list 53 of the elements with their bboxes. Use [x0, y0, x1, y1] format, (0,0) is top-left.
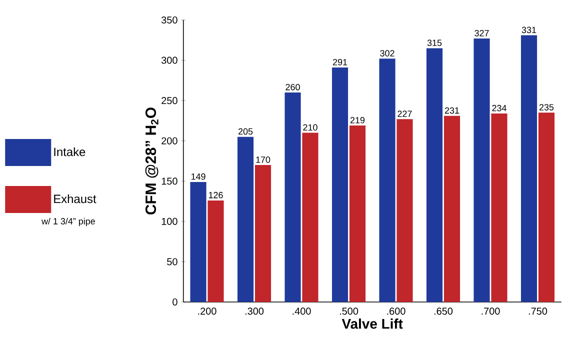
bar — [396, 119, 413, 302]
data-label: 227 — [398, 110, 412, 117]
x-tick-label: .300 — [245, 308, 264, 315]
data-label: 302 — [380, 50, 394, 56]
bar — [284, 92, 301, 302]
data-label: 315 — [427, 40, 442, 46]
bar — [254, 165, 272, 302]
y-tick-label: 150 — [162, 178, 178, 185]
data-label: 260 — [286, 84, 300, 90]
bar — [491, 113, 508, 302]
y-tick-label: 100 — [162, 218, 178, 225]
data-label: 149 — [191, 173, 206, 180]
x-tick-label: .500 — [340, 308, 358, 315]
bar — [426, 48, 443, 302]
x-tick-label: .600 — [387, 308, 406, 315]
data-label: 170 — [256, 156, 270, 163]
y-tick-label: 50 — [167, 258, 178, 266]
y-tick-label: 300 — [161, 56, 178, 64]
bar — [302, 132, 318, 302]
x-tick-label: .200 — [198, 308, 216, 315]
x-tick-label: .650 — [434, 308, 453, 315]
data-label: 210 — [303, 124, 318, 131]
x-tick-label: .750 — [528, 308, 548, 315]
y-tick-label: 350 — [161, 16, 178, 24]
bar — [379, 58, 396, 302]
y-tick-label: 250 — [162, 97, 178, 104]
bar — [237, 136, 254, 302]
y-tick-label: 0 — [172, 298, 178, 306]
bar — [538, 112, 555, 302]
data-label: 205 — [238, 128, 253, 135]
bar — [208, 200, 224, 302]
x-axis-title: Valve Lift — [342, 318, 403, 329]
bar — [474, 38, 490, 302]
data-label: 126 — [208, 192, 223, 198]
data-label: 219 — [350, 116, 365, 124]
legend-label: Intake — [54, 147, 86, 156]
data-label: 231 — [444, 107, 460, 114]
x-tick-label: .400 — [292, 308, 311, 315]
data-label: 234 — [492, 104, 506, 112]
x-tick-label: .700 — [482, 308, 500, 315]
data-label: 331 — [522, 26, 536, 34]
data-label: 235 — [539, 104, 554, 110]
y-axis-title: CFM @28” H$_{2}$O — [145, 108, 158, 214]
legend-label: Exhaust — [54, 194, 96, 204]
bar — [190, 182, 206, 302]
text: w/ 1 3/4” pipe — [42, 218, 95, 226]
bar — [349, 126, 366, 302]
y-tick-label: 200 — [162, 137, 178, 144]
data-label: 291 — [332, 58, 348, 66]
data-label: 327 — [474, 30, 489, 36]
bar — [520, 35, 538, 302]
bar — [332, 68, 348, 302]
bar — [444, 116, 460, 302]
